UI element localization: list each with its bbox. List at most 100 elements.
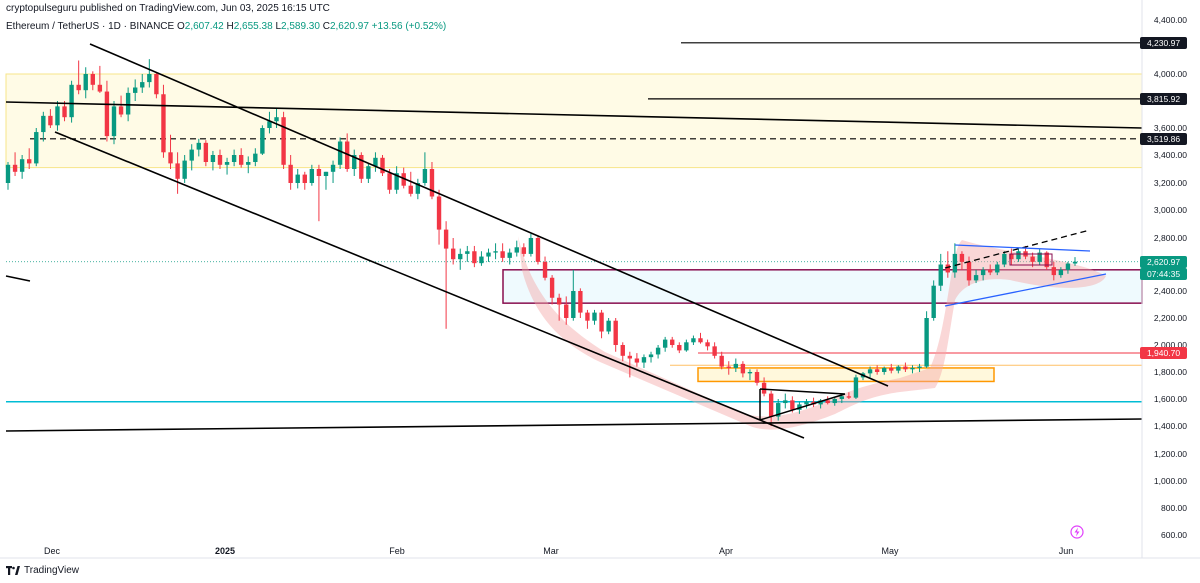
candle-body [677,345,682,351]
candle [514,240,519,257]
candle-body [401,173,406,186]
time-tick: 2025 [214,546,236,556]
candle [677,342,682,354]
candle-body [330,164,336,172]
time-tick: Mar [543,546,559,556]
candle-body [719,355,724,367]
price-label: 07:44:35 [1140,267,1187,280]
candle-body [733,363,739,368]
candle-body [90,74,95,85]
candle-body [641,357,647,363]
consolidation-box [1009,253,1053,266]
projected-dashed-trend [944,229,1091,269]
candle-body [804,401,809,405]
candle [203,140,209,167]
candle [458,248,463,270]
levels-layer [6,42,1142,403]
candle-body [168,152,173,164]
candle [712,342,717,359]
price-tick: 2,000.00 [1153,340,1187,350]
symbol-name[interactable]: Ethereum / TetherUS · 1D · BINANCE [6,21,175,32]
candle-body [224,162,230,165]
candle-body [648,354,654,358]
candle-body [337,141,343,165]
candle-body [97,84,103,92]
candle-body [592,312,597,321]
time-tick: Dec [43,546,61,556]
candle-body [443,229,449,249]
price-label: 3,815.92 [1140,92,1187,105]
candle [309,164,315,186]
candle [479,251,484,266]
open-label: O [176,21,185,32]
candles-layer [5,59,1078,426]
candle-body [980,269,986,276]
candle-body [1058,269,1064,276]
candle-body [556,297,562,305]
price-label: 3,519.86 [1140,132,1187,145]
candle-body [41,115,46,133]
candle [443,221,449,329]
candle [154,72,159,99]
candle-body [104,91,110,137]
candle-body [408,185,413,194]
candle-body [705,342,710,347]
price-tick: 1,000.00 [1153,476,1187,486]
candle-body [882,367,887,372]
candle-body [1016,251,1021,260]
candle-body [27,159,32,164]
candle-body [394,173,399,190]
candle [705,339,710,351]
price-tick: 4,000.00 [1153,69,1187,79]
triangle-upper-line [954,244,1091,252]
candle-body [740,363,746,374]
candle [1002,251,1007,268]
candle-body [1051,267,1056,276]
candle [295,169,300,189]
candle-body [133,87,138,93]
candle [69,80,74,123]
candle-body [783,400,788,404]
price-tick: 3,400.00 [1153,150,1187,160]
lightning-icon[interactable] [1070,525,1084,539]
candle-body [465,251,470,254]
candle-body [896,366,901,371]
candle-body [747,372,753,374]
candle-body [83,74,88,91]
candle-body [140,82,145,88]
candle [231,149,237,167]
candle-body [684,342,689,351]
candle-body [952,253,958,273]
candle [359,152,364,183]
candle [924,311,929,368]
candle [535,235,541,265]
price-label: 4,230.97 [1140,36,1187,49]
trendlines-layer [5,43,1143,439]
candle-body [1002,253,1007,265]
candle-body [761,382,767,394]
candle-body [472,251,477,264]
candle [175,152,180,194]
tradingview-brand[interactable]: TradingView [6,565,79,576]
triangle-lower-line [944,273,1107,307]
candle-body [69,84,74,118]
candle [41,111,46,142]
candle [761,377,767,397]
candle-body [790,400,795,410]
candle-body [366,166,371,179]
candle [776,399,781,421]
candle [825,396,830,405]
candle-body [344,141,350,169]
candle-body [549,277,555,298]
candle-body [246,162,251,165]
candle [302,171,307,190]
candle-body [111,106,117,137]
candle [648,351,654,363]
candle [224,157,230,175]
candle [804,399,809,409]
candle [571,269,576,321]
tradingview-logo-icon [6,566,20,575]
candle-body [726,366,731,368]
candle-body [316,169,322,176]
